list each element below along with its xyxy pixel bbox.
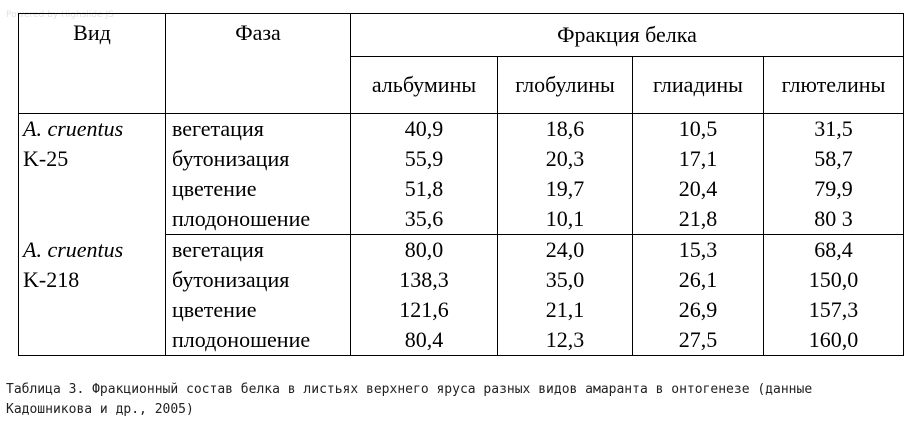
- value-cell: 15,3: [632, 234, 764, 265]
- value-cell: 80,0: [350, 234, 498, 265]
- value-cell: 19,7: [497, 174, 633, 204]
- data-row: бутонизация 138,3 35,0 26,1 150,0: [19, 265, 904, 295]
- data-row: A. cruentus K-218 вегетация 80,0 24,0 15,3 68,…: [18, 234, 904, 356]
- value-cell: 20,4: [632, 174, 764, 204]
- phase-cell: вегетация: [165, 234, 351, 265]
- value-cell: 51,8: [350, 174, 498, 204]
- value-cell: 12,3: [497, 325, 633, 356]
- value-cell: 20,3: [497, 144, 633, 174]
- value-cell: 18,6: [497, 113, 633, 144]
- value-cell: 27,5: [632, 325, 764, 356]
- table: Вид Фаза Фракция белка альбумины глобулины гл…: [18, 13, 904, 356]
- value-cell: 35,0: [497, 265, 633, 295]
- value-cell: 160,0: [763, 325, 904, 356]
- phase-cell: вегетация: [165, 113, 351, 144]
- value-cell: 138,3: [350, 265, 498, 295]
- value-cell: 80,4: [350, 325, 498, 356]
- value-cell: 21,1: [497, 295, 633, 325]
- value-cell: 17,1: [632, 144, 764, 174]
- data-row: цветение 121,6 21,1 26,9 157,3: [19, 295, 904, 325]
- phase-cell: бутонизация: [165, 144, 351, 174]
- sample-name: K-218: [23, 266, 80, 292]
- data-row: плодоношение 80,4 12,3 27,5 160,0: [19, 325, 904, 356]
- value-cell: 31,5: [763, 113, 904, 144]
- header-cell: Вид: [18, 13, 166, 114]
- value-cell: 157,3: [763, 295, 904, 325]
- header-cell: альбумины: [350, 56, 498, 114]
- value-cell: 55,9: [350, 144, 498, 174]
- species-name: A. cruentus: [23, 116, 124, 141]
- header-cell: глютелины: [763, 56, 904, 114]
- value-cell: 40,9: [350, 113, 498, 144]
- header-row: альбумины глобулины глиадины глютелины: [19, 56, 904, 114]
- phase-cell: плодоношение: [165, 204, 351, 235]
- header-cell: глобулины: [497, 56, 633, 114]
- species-cell: A. cruentus K-218: [18, 234, 166, 356]
- value-cell: 26,1: [632, 265, 764, 295]
- value-cell: 10,1: [497, 204, 633, 235]
- value-cell: 35,6: [350, 204, 498, 235]
- value-cell: 24,0: [497, 234, 633, 265]
- data-row: A. cruentus K-25 вегетация 40,9 18,6 10,5 31,5: [18, 113, 904, 235]
- data-row: плодоношение 35,6 10,1 21,8 80 3: [19, 204, 904, 235]
- data-row: бутонизация 55,9 20,3 17,1 58,7: [19, 144, 904, 174]
- phase-cell: плодоношение: [165, 325, 351, 356]
- value-cell: 80 3: [763, 204, 904, 235]
- value-cell: 68,4: [763, 234, 904, 265]
- phase-cell: цветение: [165, 295, 351, 325]
- header-cell: глиадины: [632, 56, 764, 114]
- sample-name: K-25: [23, 146, 69, 171]
- value-cell: 58,7: [763, 144, 904, 174]
- header-cell: Фракция белка: [350, 13, 904, 57]
- species-name: A. cruentus: [23, 236, 124, 262]
- value-cell: 26,9: [632, 295, 764, 325]
- caption: Таблица 3. Фракционный состав белка в ли…: [6, 382, 813, 417]
- header-row: Вид Фаза Фракция белка: [18, 13, 904, 114]
- value-cell: 121,6: [350, 295, 498, 325]
- data-row: цветение 51,8 19,7 20,4 79,9: [19, 174, 904, 204]
- species-cell: A. cruentus K-25: [18, 113, 166, 235]
- header-cell: Фаза: [165, 13, 351, 114]
- value-cell: 79,9: [763, 174, 904, 204]
- value-cell: 150,0: [763, 265, 904, 295]
- phase-cell: цветение: [165, 174, 351, 204]
- phase-cell: бутонизация: [165, 265, 351, 295]
- value-cell: 10,5: [632, 113, 764, 144]
- value-cell: 21,8: [632, 204, 764, 235]
